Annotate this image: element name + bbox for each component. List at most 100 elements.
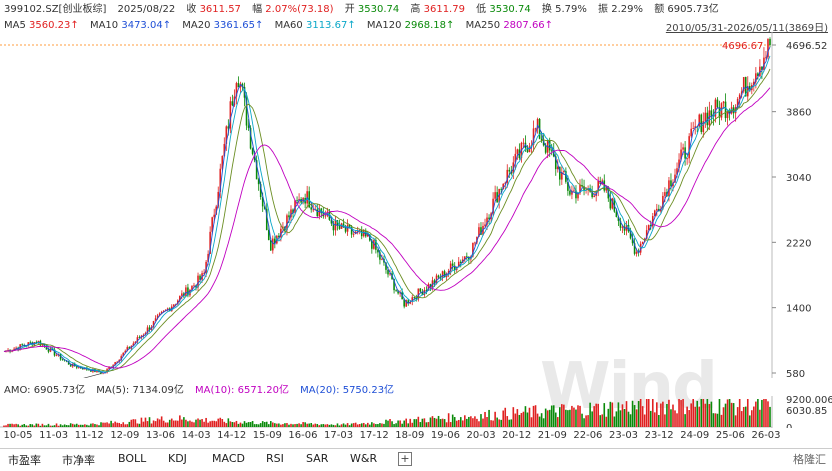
volume-bar <box>597 404 599 427</box>
tab-kdj[interactable]: KDJ <box>168 452 187 465</box>
volume-bar <box>94 424 96 427</box>
candle-body <box>56 355 58 356</box>
volume-bar <box>149 417 151 427</box>
volume-bar <box>205 418 207 427</box>
volume-bar <box>126 424 128 427</box>
volume-bar <box>721 415 723 427</box>
volume-bar <box>120 424 122 427</box>
volume-bar <box>642 406 644 427</box>
volume-bar <box>173 421 175 427</box>
volume-bar <box>488 410 490 427</box>
volume-bar <box>579 406 581 427</box>
volume-bar <box>690 403 692 427</box>
candle-body <box>656 209 658 211</box>
volume-bar <box>620 410 622 427</box>
volume-bar <box>424 418 426 427</box>
volume-bar <box>551 406 553 427</box>
volume-bar <box>569 410 571 427</box>
candle-body <box>517 149 519 154</box>
volume-bar <box>379 423 381 427</box>
volume-bar <box>442 419 444 427</box>
volume-bar <box>543 418 545 427</box>
volume-bar <box>624 409 626 427</box>
x-tick-label: 15-09 <box>253 430 282 441</box>
volume-bar <box>674 410 676 427</box>
amo-label: AMO: <box>4 385 31 396</box>
amount-value: 6905.73亿 <box>667 4 718 15</box>
volume-bar <box>298 423 300 427</box>
volume-bar <box>589 403 591 427</box>
volume-bar <box>179 415 181 427</box>
candle-body <box>296 200 298 201</box>
volume-bar <box>680 400 682 427</box>
volume-bar <box>78 425 80 427</box>
volume-bar <box>769 407 771 427</box>
volume-bar <box>636 409 638 427</box>
volume-bar <box>169 420 171 427</box>
volume-bar <box>595 404 597 427</box>
candle-body <box>252 149 254 154</box>
volume-bar <box>559 407 561 427</box>
volume-bar <box>143 422 145 427</box>
add-indicator-button[interactable]: + <box>398 452 412 466</box>
volume-bar <box>244 421 246 427</box>
volume-bar <box>391 421 393 427</box>
candle-body <box>717 100 719 108</box>
volume-bar <box>201 419 203 427</box>
volume-bar <box>422 419 424 427</box>
volume-bar <box>577 405 579 427</box>
tab-boll[interactable]: BOLL <box>118 452 146 465</box>
candle-body <box>690 129 692 136</box>
tab-sar[interactable]: SAR <box>306 452 328 465</box>
volume-bar <box>157 418 159 427</box>
volume-bar <box>302 422 304 427</box>
volume-legend: AMO: 6905.73亿 MA(5): 7134.09亿 MA(10): 65… <box>4 381 394 396</box>
volume-bar <box>409 419 411 427</box>
candle-body <box>500 189 502 190</box>
volume-tick-label: 6030.85 <box>786 406 827 417</box>
price-tick-label: 2220 <box>786 238 811 249</box>
candle-body <box>725 102 727 118</box>
volume-bar <box>48 424 50 427</box>
volume-bar <box>563 405 565 427</box>
volume-bar <box>341 424 343 427</box>
ma60-value: 3113.67↑ <box>306 20 356 31</box>
volume-bar <box>276 424 278 427</box>
tab-wr[interactable]: W&R <box>350 452 377 465</box>
volume-bar <box>731 403 733 427</box>
tab-pe[interactable]: 市盈率 <box>8 452 41 468</box>
volume-bar <box>254 424 256 427</box>
volume-bar <box>171 419 173 427</box>
amount-label: 额 <box>654 4 664 15</box>
volume-bar <box>494 412 496 427</box>
volume-bar <box>306 424 308 427</box>
tab-rsi[interactable]: RSI <box>266 452 284 465</box>
tab-pb[interactable]: 市净率 <box>62 452 95 468</box>
tab-macd[interactable]: MACD <box>212 452 245 465</box>
x-tick-label: 17-03 <box>324 430 353 441</box>
volume-bar <box>755 402 757 427</box>
volume-bar <box>387 421 389 427</box>
volume-bar <box>705 404 707 427</box>
candle-body <box>664 192 666 196</box>
volume-bar <box>96 425 98 427</box>
volume-bar <box>300 424 302 427</box>
volume-bar <box>207 423 209 427</box>
volume-bar <box>195 420 197 427</box>
volume-bar <box>591 411 593 427</box>
volume-bar <box>599 415 601 427</box>
volume-bar <box>221 419 223 427</box>
volume-bar <box>44 425 46 427</box>
volume-bar <box>389 419 391 427</box>
volume-bar <box>104 423 106 427</box>
volume-bar <box>401 424 403 427</box>
volume-bar <box>27 426 29 427</box>
volume-bar <box>605 417 607 427</box>
candle-body <box>535 128 537 129</box>
volume-bar <box>258 424 260 427</box>
indicator-tabs: 市盈率 市净率 BOLL KDJ MACD RSI SAR W&R + 格隆汇 <box>0 448 832 471</box>
volume-bar <box>593 406 595 427</box>
candle-body <box>682 147 684 149</box>
